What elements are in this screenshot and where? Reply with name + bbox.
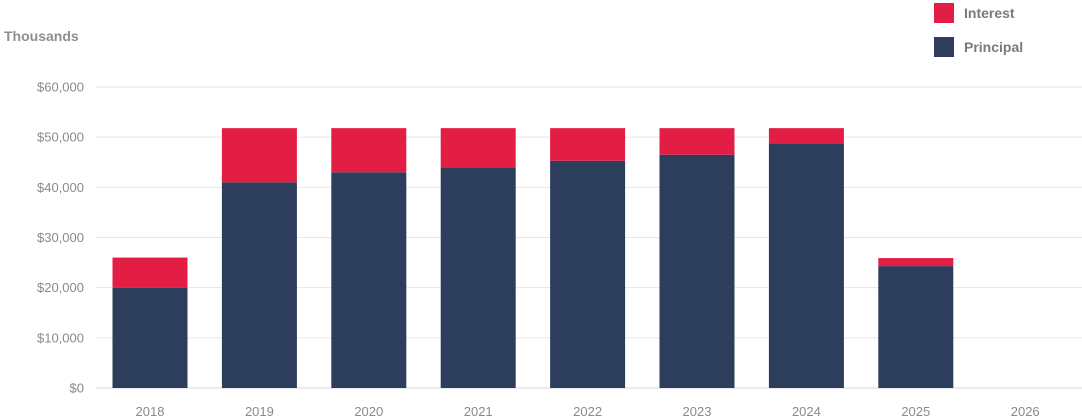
x-tick-label: 2024 — [792, 404, 821, 419]
bar-principal-2019 — [221, 182, 297, 388]
y-tick-label: $40,000 — [37, 180, 84, 195]
legend-swatch-principal — [934, 37, 954, 57]
legend-item-principal: Principal — [934, 36, 1023, 58]
x-tick-label: 2021 — [464, 404, 493, 419]
bar-interest-2021 — [440, 128, 516, 168]
bar-interest-2023 — [659, 128, 735, 155]
bar-principal-2021 — [440, 167, 516, 388]
bar-principal-2023 — [659, 154, 735, 388]
y-tick-label: $10,000 — [37, 330, 84, 345]
bar-principal-2022 — [550, 160, 626, 388]
chart-legend: Interest Principal — [934, 2, 1023, 70]
legend-swatch-interest — [934, 3, 954, 23]
legend-label-interest: Interest — [964, 5, 1015, 21]
bar-principal-2020 — [331, 172, 407, 388]
x-tick-label: 2019 — [245, 404, 274, 419]
bar-principal-2024 — [768, 143, 844, 388]
bar-interest-2018 — [112, 257, 188, 288]
y-tick-label: $60,000 — [37, 80, 84, 95]
bar-principal-2025 — [878, 266, 954, 388]
x-tick-label: 2022 — [573, 404, 602, 419]
legend-item-interest: Interest — [934, 2, 1023, 24]
x-tick-label: 2025 — [901, 404, 930, 419]
x-tick-label: 2026 — [1011, 404, 1040, 419]
y-tick-label: $50,000 — [37, 130, 84, 145]
bar-interest-2022 — [550, 128, 626, 161]
y-units-label: Thousands — [4, 28, 79, 44]
legend-label-principal: Principal — [964, 39, 1024, 55]
x-tick-label: 2023 — [683, 404, 712, 419]
y-tick-label: $30,000 — [37, 230, 84, 245]
bar-interest-2025 — [878, 258, 954, 267]
x-tick-label: 2018 — [136, 404, 165, 419]
y-tick-label: $20,000 — [37, 280, 84, 295]
bar-interest-2019 — [221, 128, 297, 183]
x-tick-label: 2020 — [354, 404, 383, 419]
y-tick-label: $0 — [70, 381, 84, 396]
bar-interest-2020 — [331, 128, 407, 173]
bar-principal-2018 — [112, 287, 188, 388]
bar-interest-2024 — [768, 128, 844, 144]
